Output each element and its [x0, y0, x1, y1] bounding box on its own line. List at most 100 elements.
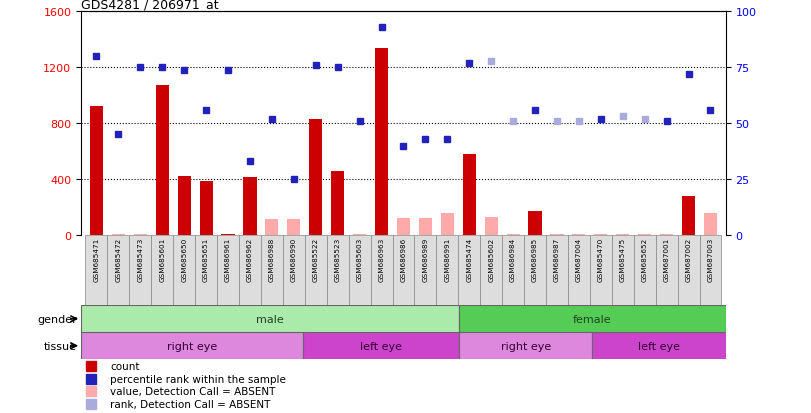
Bar [327, 235, 349, 306]
Bar [590, 235, 611, 306]
Text: GSM687001: GSM687001 [663, 237, 670, 282]
Text: GSM685602: GSM685602 [488, 237, 494, 282]
Text: GSM686984: GSM686984 [510, 237, 516, 282]
Bar [243, 178, 256, 235]
Bar [371, 235, 393, 306]
Text: GSM685603: GSM685603 [357, 237, 363, 282]
Bar [303, 332, 459, 359]
Text: GSM685651: GSM685651 [203, 237, 209, 282]
Text: left eye: left eye [638, 341, 680, 351]
Bar [397, 219, 410, 235]
Bar [593, 332, 726, 359]
Text: GSM685650: GSM685650 [181, 237, 187, 282]
Text: GSM686991: GSM686991 [444, 237, 450, 282]
Bar [682, 197, 695, 235]
Bar [655, 235, 678, 306]
Text: gender: gender [37, 314, 77, 324]
Bar [331, 172, 344, 235]
Text: tissue: tissue [44, 341, 77, 351]
Text: GSM686989: GSM686989 [423, 237, 428, 282]
Text: GSM685473: GSM685473 [137, 237, 144, 282]
Bar [265, 219, 278, 235]
Bar [81, 332, 303, 359]
Bar [440, 213, 454, 235]
Bar [507, 234, 520, 235]
Bar [195, 235, 217, 306]
Bar [85, 235, 107, 306]
Text: GSM686962: GSM686962 [247, 237, 253, 282]
Bar [529, 211, 542, 235]
Bar [174, 235, 195, 306]
Bar [573, 234, 586, 235]
Text: GSM685470: GSM685470 [598, 237, 604, 282]
Bar [633, 235, 655, 306]
Bar [704, 213, 717, 235]
Bar [502, 235, 524, 306]
Bar [414, 235, 436, 306]
Text: GSM685475: GSM685475 [620, 237, 626, 282]
Bar [221, 234, 234, 235]
Bar [660, 234, 673, 235]
Bar [393, 235, 414, 306]
Bar [700, 235, 722, 306]
Text: GDS4281 / 206971_at: GDS4281 / 206971_at [81, 0, 219, 11]
Text: GSM686987: GSM686987 [554, 237, 560, 282]
Text: GSM686990: GSM686990 [291, 237, 297, 282]
Bar [463, 154, 476, 235]
Text: GSM686985: GSM686985 [532, 237, 538, 282]
Text: right eye: right eye [167, 341, 217, 351]
Text: GSM686986: GSM686986 [401, 237, 406, 282]
Bar [239, 235, 261, 306]
Bar [546, 235, 568, 306]
Bar [616, 234, 629, 235]
Text: GSM685523: GSM685523 [335, 237, 341, 282]
Bar [375, 49, 388, 235]
Bar [458, 235, 480, 306]
Bar [156, 85, 169, 235]
Bar [129, 235, 152, 306]
Bar [459, 332, 593, 359]
Text: GSM686988: GSM686988 [269, 237, 275, 282]
Bar [134, 234, 147, 235]
Bar [283, 235, 305, 306]
Bar [107, 235, 129, 306]
Text: GSM687004: GSM687004 [576, 237, 582, 282]
Text: value, Detection Call = ABSENT: value, Detection Call = ABSENT [110, 387, 276, 396]
Bar [200, 182, 212, 235]
Bar [638, 234, 651, 235]
Bar [309, 120, 322, 235]
Bar [678, 235, 700, 306]
Text: GSM685601: GSM685601 [159, 237, 165, 282]
Text: GSM686961: GSM686961 [225, 237, 231, 282]
Bar [594, 234, 607, 235]
Bar [551, 234, 564, 235]
Bar [90, 107, 103, 235]
Bar [287, 219, 300, 235]
Bar [485, 217, 498, 235]
Bar [459, 306, 726, 332]
Bar [217, 235, 239, 306]
Bar [568, 235, 590, 306]
Text: male: male [256, 314, 284, 324]
Text: GSM685474: GSM685474 [466, 237, 472, 282]
Text: GSM685522: GSM685522 [313, 237, 319, 282]
Bar [480, 235, 502, 306]
Bar [418, 219, 432, 235]
Text: female: female [573, 314, 611, 324]
Text: count: count [110, 361, 139, 371]
Bar [349, 235, 371, 306]
Bar [261, 235, 283, 306]
Text: right eye: right eye [500, 341, 551, 351]
Bar [178, 177, 191, 235]
Text: GSM685472: GSM685472 [115, 237, 122, 282]
Text: GSM685471: GSM685471 [93, 237, 100, 282]
Text: percentile rank within the sample: percentile rank within the sample [110, 374, 286, 384]
Bar [611, 235, 633, 306]
Text: GSM687003: GSM687003 [707, 237, 714, 282]
Bar [152, 235, 174, 306]
Text: GSM685652: GSM685652 [642, 237, 648, 282]
Bar [524, 235, 546, 306]
Bar [305, 235, 327, 306]
Bar [81, 306, 459, 332]
Text: GSM686963: GSM686963 [379, 237, 384, 282]
